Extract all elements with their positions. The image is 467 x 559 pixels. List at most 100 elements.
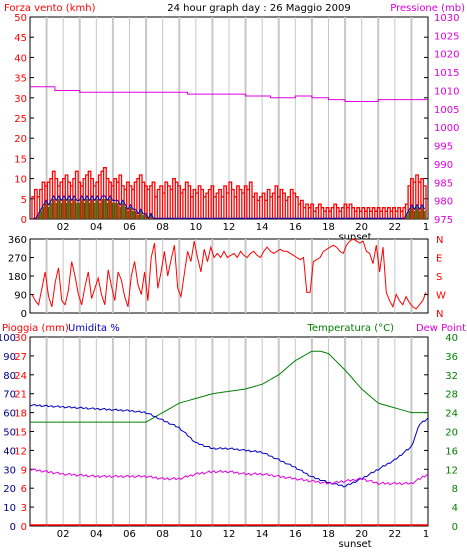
temperature-series [30,350,428,423]
wind-y-tick-label: 5 [21,195,27,206]
x-tick-label: 06 [123,529,136,540]
x-tick-label: 22 [388,222,401,233]
temperature-y-tick-label: 0 [452,522,458,533]
humidity-y-tick-label: 10 [3,503,16,514]
rain-y-tick-label: 12 [14,446,27,457]
x-tick-label: 10 [189,222,202,233]
wind-y-tick-label: 50 [14,13,27,24]
pressure-title: Pressione (mb) [390,3,465,14]
temperature-y-tick-label: 8 [452,484,458,495]
humidity-y-tick-label: 100 [0,333,16,344]
humidity-y-tick-label: 60 [3,409,16,420]
rain-y-tick-label: 24 [14,371,27,382]
x-tick-label: 20 [355,222,368,233]
direction-compass-label: W [436,291,446,302]
x-tick-label: 16 [289,529,302,540]
humidity-y-tick-label: 80 [3,371,16,382]
pressure-y-tick-label: 995 [434,142,453,153]
x-tick-label: 14 [256,529,269,540]
x-tick-label: 14 [256,222,269,233]
wind-y-tick-label: 0 [21,215,27,226]
pressure-y-tick-label: 985 [434,178,453,189]
direction-y-tick-label: 90 [14,291,27,302]
rain-label: Pioggia (mm) [2,323,69,334]
rain-y-tick-label: 0 [21,522,27,533]
pressure-y-tick-label: 1000 [434,123,459,134]
chart-layer: 0510152025303540455097598098599099510001… [0,13,459,550]
wind-average-line [33,195,426,220]
direction-compass-label: S [436,272,442,283]
x-tick-label: 10 [189,529,202,540]
sunset-label: sunset [338,539,371,550]
rain-y-tick-label: 27 [14,352,27,363]
wind-gust-series [31,167,427,219]
pressure-y-tick-label: 1010 [434,86,459,97]
direction-compass-label: N [436,235,443,246]
dew-point-label: Dew Point [416,323,466,334]
pressure-y-tick-label: 1015 [434,68,459,79]
temperature-y-tick-label: 32 [445,371,458,382]
temperature-y-tick-label: 4 [452,503,458,514]
direction-y-tick-label: 270 [8,254,27,265]
wind-y-tick-label: 40 [14,53,27,64]
dew-point-series [29,468,429,486]
humidity-y-tick-label: 70 [3,390,16,401]
temperature-y-tick-label: 36 [445,352,458,363]
x-tick-label: 06 [123,222,136,233]
temperature-y-tick-label: 12 [445,465,458,476]
humidity-y-tick-label: 20 [3,484,16,495]
x-tick-label: 04 [90,222,103,233]
humidity-y-tick-label: 90 [3,352,16,363]
rain-y-tick-label: 9 [21,465,27,476]
wind-y-tick-label: 30 [14,94,27,105]
x-tick-label: 18 [322,222,335,233]
x-tick-label: 08 [156,529,169,540]
temperature-y-tick-label: 24 [445,409,458,420]
temperature-y-tick-label: 16 [445,446,458,457]
x-tick-label: 18 [322,529,335,540]
humidity-y-tick-label: 30 [3,465,16,476]
x-tick-label: 02 [57,222,70,233]
pressure-y-tick-label: 1005 [434,105,459,116]
wind-y-tick-label: 35 [14,74,27,85]
wind-direction-series [31,238,427,310]
humidity-y-tick-label: 40 [3,446,16,457]
direction-compass-label: E [436,254,442,265]
temperature-y-tick-label: 20 [445,428,458,439]
x-tick-label: 12 [223,529,236,540]
wind-title: Forza vento (kmh) [4,3,96,14]
wind-y-tick-label: 15 [14,154,27,165]
rain-y-tick-label: 6 [21,484,27,495]
temperature-y-tick-label: 28 [445,390,458,401]
x-tick-label: 02 [57,529,70,540]
x-tick-label: 08 [156,222,169,233]
pressure-y-tick-label: 975 [434,215,453,226]
humidity-y-tick-label: 0 [10,522,16,533]
x-tick-label: 12 [223,222,236,233]
wind-average-bars [37,198,426,219]
humidity-label: Umidita % [68,323,120,334]
pressure-y-tick-label: 1020 [434,50,459,61]
x-tick-label: 22 [388,529,401,540]
pressure-y-tick-label: 1025 [434,31,459,42]
direction-y-tick-label: 180 [8,272,27,283]
rain-y-tick-label: 21 [14,390,27,401]
x-tick-label: 16 [289,222,302,233]
wind-y-tick-label: 10 [14,175,27,186]
wind-y-tick-label: 25 [14,114,27,125]
sunset-label: sunset [338,232,371,243]
x-tick-label: 1 [423,222,429,233]
humidity-y-tick-label: 50 [3,428,16,439]
pressure-series [30,86,428,102]
direction-y-tick-label: 0 [21,309,27,320]
temperature-y-tick-label: 40 [445,333,458,344]
rain-y-tick-label: 3 [21,503,27,514]
pressure-y-tick-label: 980 [434,197,453,208]
x-tick-label: 1 [423,529,429,540]
x-tick-label: 20 [355,529,368,540]
wind-y-tick-label: 20 [14,134,27,145]
direction-compass-label: N [436,309,443,320]
direction-y-tick-label: 360 [8,235,27,246]
pressure-y-tick-label: 1030 [434,13,459,24]
